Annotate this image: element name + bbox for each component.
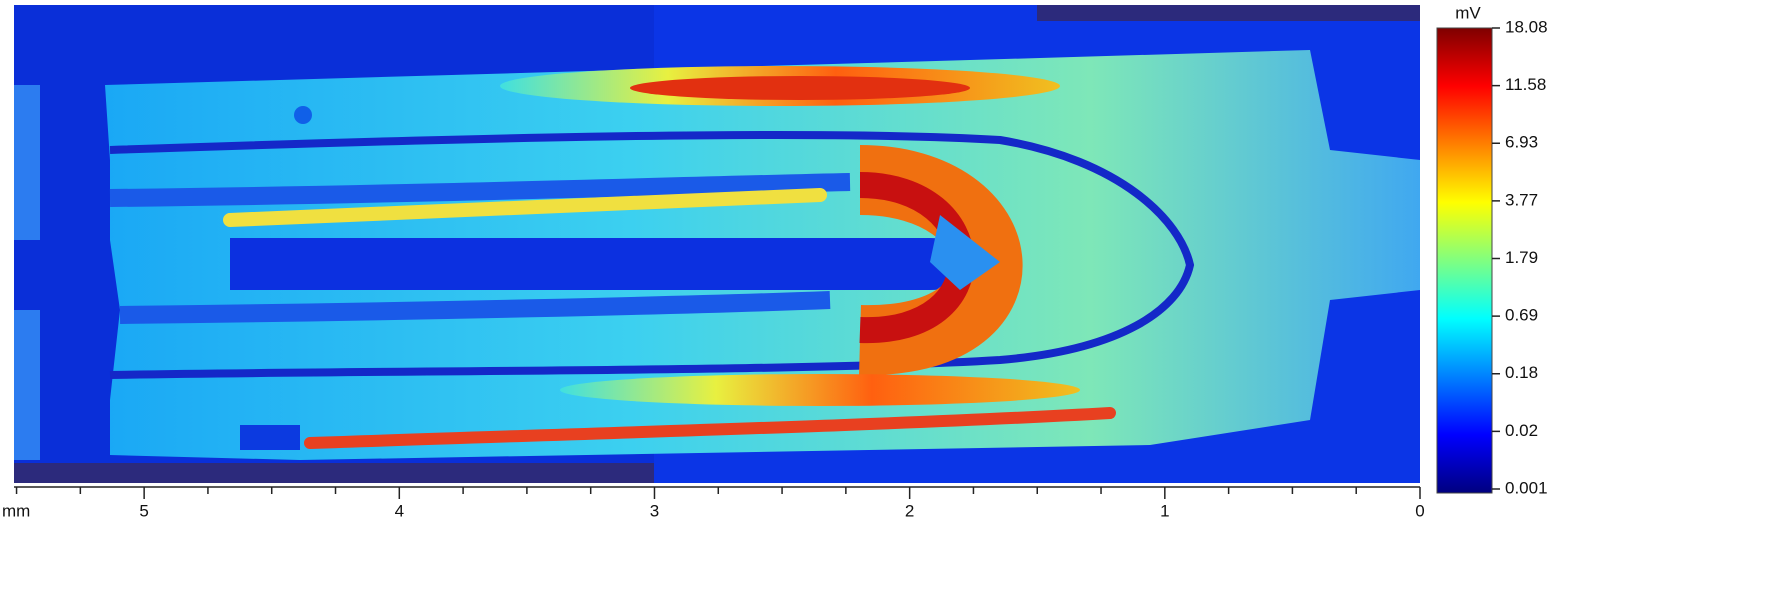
x-tick-label: 5 [139, 501, 148, 520]
colorbar-label: mV [1455, 3, 1481, 22]
colorbar-tick-label: 0.001 [1505, 478, 1548, 497]
hot-streak [560, 374, 1080, 406]
colorbar-tick-label: 0.02 [1505, 421, 1538, 440]
x-tick-label: 1 [1160, 501, 1169, 520]
gap [109, 173, 851, 324]
colorbar-tick-label: 0.18 [1505, 363, 1538, 382]
colorbar-tick-label: 1.79 [1505, 248, 1538, 267]
heatmap [14, 5, 1420, 483]
x-axis-label: mm [2, 501, 30, 520]
gap [109, 130, 1195, 379]
ring-center [930, 215, 1000, 290]
hot-streak [304, 407, 1116, 449]
edge-band [14, 463, 654, 483]
edge [14, 310, 40, 460]
spot [294, 106, 312, 124]
edge-band [1037, 5, 1420, 21]
x-tick-label: 0 [1415, 501, 1424, 520]
colorbar-tick-label: 3.77 [1505, 190, 1538, 209]
hot-streak [223, 188, 827, 227]
edge [14, 85, 40, 240]
colorbar-tick-label: 11.58 [1505, 75, 1546, 94]
x-tick-label: 2 [905, 501, 914, 520]
x-tick-label: 4 [395, 501, 404, 520]
colorbar-tick-label: 18.08 [1505, 17, 1548, 36]
colorbar-tick-label: 6.93 [1505, 133, 1538, 152]
slot [230, 238, 972, 290]
hot-streak [630, 76, 970, 100]
colorbar-tick-label: 0.69 [1505, 306, 1538, 325]
colorbar [1436, 27, 1493, 494]
pad [240, 425, 300, 450]
x-tick-label: 3 [650, 501, 659, 520]
